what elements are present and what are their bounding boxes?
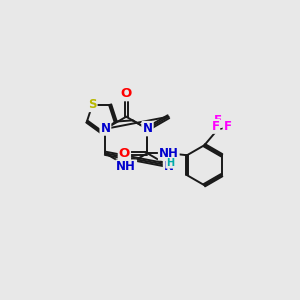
Text: O: O [121,87,132,100]
Text: N: N [142,122,153,135]
Text: N: N [100,122,110,135]
Text: F: F [214,114,222,127]
Text: O: O [119,147,130,160]
Text: S: S [88,98,97,111]
Text: F: F [224,120,232,133]
Text: N: N [164,160,174,173]
Text: NH: NH [159,147,179,160]
Text: NH: NH [116,160,136,173]
Text: H: H [166,158,174,168]
Text: N: N [142,122,152,135]
Text: F: F [212,120,219,133]
